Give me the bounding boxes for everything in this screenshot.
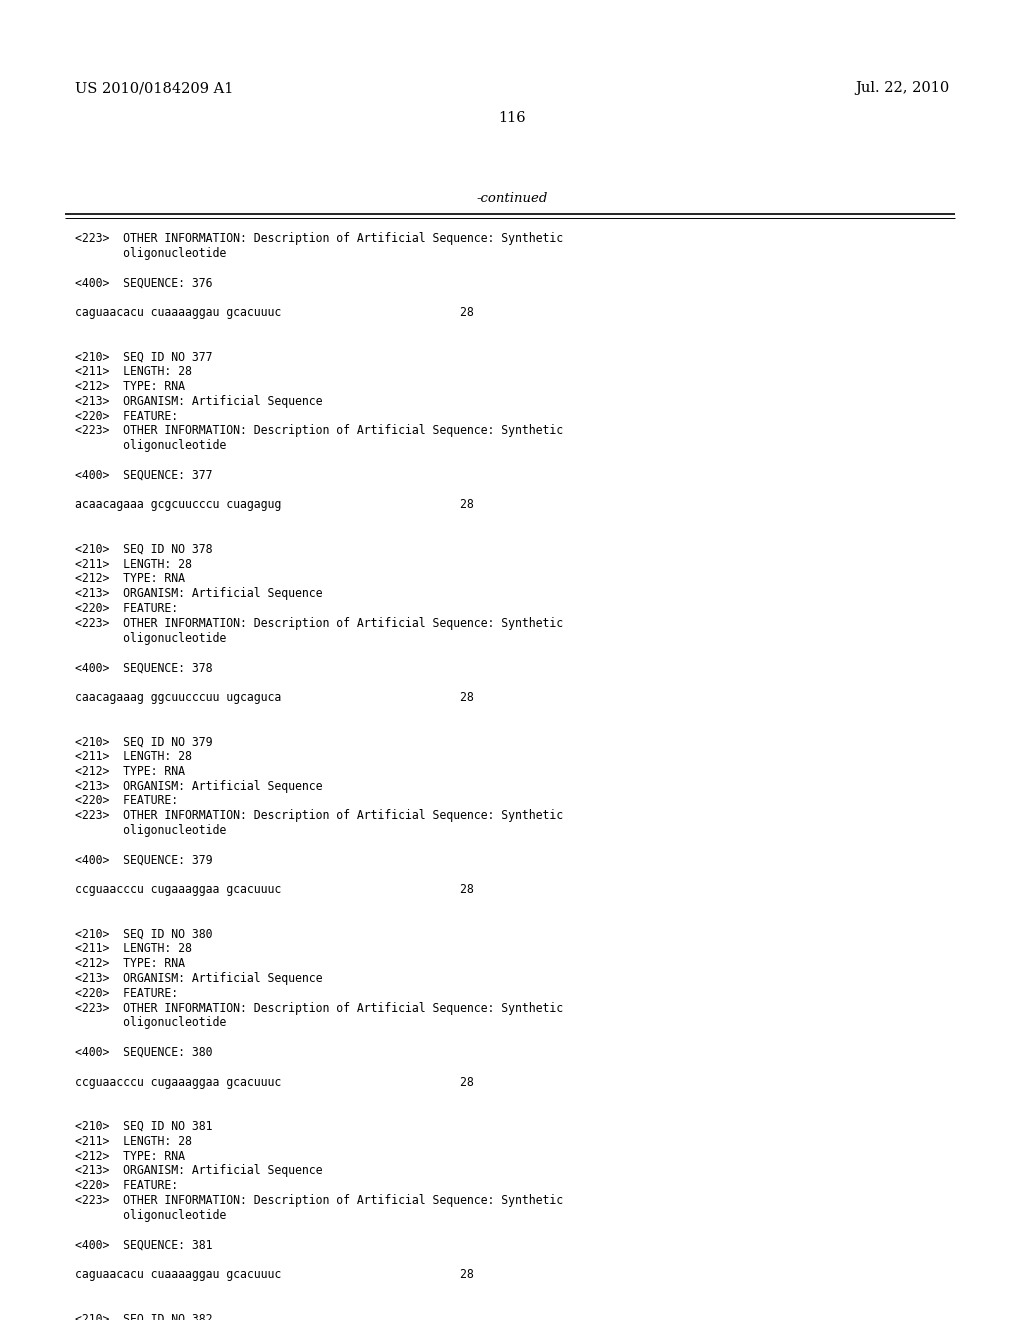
Text: <210>  SEQ ID NO 379: <210> SEQ ID NO 379 xyxy=(75,735,213,748)
Text: <213>  ORGANISM: Artificial Sequence: <213> ORGANISM: Artificial Sequence xyxy=(75,1164,323,1177)
Text: <400>  SEQUENCE: 381: <400> SEQUENCE: 381 xyxy=(75,1238,213,1251)
Text: <212>  TYPE: RNA: <212> TYPE: RNA xyxy=(75,764,185,777)
Text: <211>  LENGTH: 28: <211> LENGTH: 28 xyxy=(75,557,191,570)
Text: <211>  LENGTH: 28: <211> LENGTH: 28 xyxy=(75,366,191,379)
Text: caacagaaag ggcuucccuu ugcaguca                          28: caacagaaag ggcuucccuu ugcaguca 28 xyxy=(75,690,474,704)
Text: <220>  FEATURE:: <220> FEATURE: xyxy=(75,1179,178,1192)
Text: Jul. 22, 2010: Jul. 22, 2010 xyxy=(856,81,950,95)
Text: <211>  LENGTH: 28: <211> LENGTH: 28 xyxy=(75,750,191,763)
Text: <220>  FEATURE:: <220> FEATURE: xyxy=(75,795,178,808)
Text: <400>  SEQUENCE: 380: <400> SEQUENCE: 380 xyxy=(75,1045,213,1059)
Text: <210>  SEQ ID NO 380: <210> SEQ ID NO 380 xyxy=(75,928,213,941)
Text: -continued: -continued xyxy=(476,191,548,205)
Text: caguaacacu cuaaaaggau gcacuuuc                          28: caguaacacu cuaaaaggau gcacuuuc 28 xyxy=(75,1269,474,1280)
Text: <223>  OTHER INFORMATION: Description of Artificial Sequence: Synthetic: <223> OTHER INFORMATION: Description of … xyxy=(75,232,563,246)
Text: ccguaacccu cugaaaggaa gcacuuuc                          28: ccguaacccu cugaaaggaa gcacuuuc 28 xyxy=(75,883,474,896)
Text: <220>  FEATURE:: <220> FEATURE: xyxy=(75,409,178,422)
Text: oligonucleotide: oligonucleotide xyxy=(75,1209,226,1222)
Text: <400>  SEQUENCE: 377: <400> SEQUENCE: 377 xyxy=(75,469,213,482)
Text: <212>  TYPE: RNA: <212> TYPE: RNA xyxy=(75,957,185,970)
Text: oligonucleotide: oligonucleotide xyxy=(75,631,226,644)
Text: <220>  FEATURE:: <220> FEATURE: xyxy=(75,602,178,615)
Text: <213>  ORGANISM: Artificial Sequence: <213> ORGANISM: Artificial Sequence xyxy=(75,395,323,408)
Text: <211>  LENGTH: 28: <211> LENGTH: 28 xyxy=(75,1135,191,1148)
Text: <211>  LENGTH: 28: <211> LENGTH: 28 xyxy=(75,942,191,956)
Text: <210>  SEQ ID NO 382: <210> SEQ ID NO 382 xyxy=(75,1312,213,1320)
Text: caguaacacu cuaaaaggau gcacuuuc                          28: caguaacacu cuaaaaggau gcacuuuc 28 xyxy=(75,306,474,319)
Text: <213>  ORGANISM: Artificial Sequence: <213> ORGANISM: Artificial Sequence xyxy=(75,972,323,985)
Text: <400>  SEQUENCE: 378: <400> SEQUENCE: 378 xyxy=(75,661,213,675)
Text: <210>  SEQ ID NO 377: <210> SEQ ID NO 377 xyxy=(75,350,213,363)
Text: oligonucleotide: oligonucleotide xyxy=(75,247,226,260)
Text: <400>  SEQUENCE: 379: <400> SEQUENCE: 379 xyxy=(75,854,213,867)
Text: <223>  OTHER INFORMATION: Description of Artificial Sequence: Synthetic: <223> OTHER INFORMATION: Description of … xyxy=(75,425,563,437)
Text: 116: 116 xyxy=(499,111,525,125)
Text: <212>  TYPE: RNA: <212> TYPE: RNA xyxy=(75,380,185,393)
Text: <220>  FEATURE:: <220> FEATURE: xyxy=(75,987,178,999)
Text: oligonucleotide: oligonucleotide xyxy=(75,1016,226,1030)
Text: US 2010/0184209 A1: US 2010/0184209 A1 xyxy=(75,81,233,95)
Text: acaacagaaa gcgcuucccu cuagagug                          28: acaacagaaa gcgcuucccu cuagagug 28 xyxy=(75,499,474,511)
Text: ccguaacccu cugaaaggaa gcacuuuc                          28: ccguaacccu cugaaaggaa gcacuuuc 28 xyxy=(75,1076,474,1089)
Text: oligonucleotide: oligonucleotide xyxy=(75,824,226,837)
Text: <400>  SEQUENCE: 376: <400> SEQUENCE: 376 xyxy=(75,276,213,289)
Text: <212>  TYPE: RNA: <212> TYPE: RNA xyxy=(75,573,185,585)
Text: <210>  SEQ ID NO 378: <210> SEQ ID NO 378 xyxy=(75,543,213,556)
Text: <210>  SEQ ID NO 381: <210> SEQ ID NO 381 xyxy=(75,1119,213,1133)
Text: <223>  OTHER INFORMATION: Description of Artificial Sequence: Synthetic: <223> OTHER INFORMATION: Description of … xyxy=(75,809,563,822)
Text: <223>  OTHER INFORMATION: Description of Artificial Sequence: Synthetic: <223> OTHER INFORMATION: Description of … xyxy=(75,1002,563,1015)
Text: <213>  ORGANISM: Artificial Sequence: <213> ORGANISM: Artificial Sequence xyxy=(75,780,323,792)
Text: <213>  ORGANISM: Artificial Sequence: <213> ORGANISM: Artificial Sequence xyxy=(75,587,323,601)
Text: oligonucleotide: oligonucleotide xyxy=(75,440,226,453)
Text: <212>  TYPE: RNA: <212> TYPE: RNA xyxy=(75,1150,185,1163)
Text: <223>  OTHER INFORMATION: Description of Artificial Sequence: Synthetic: <223> OTHER INFORMATION: Description of … xyxy=(75,616,563,630)
Text: <223>  OTHER INFORMATION: Description of Artificial Sequence: Synthetic: <223> OTHER INFORMATION: Description of … xyxy=(75,1195,563,1206)
